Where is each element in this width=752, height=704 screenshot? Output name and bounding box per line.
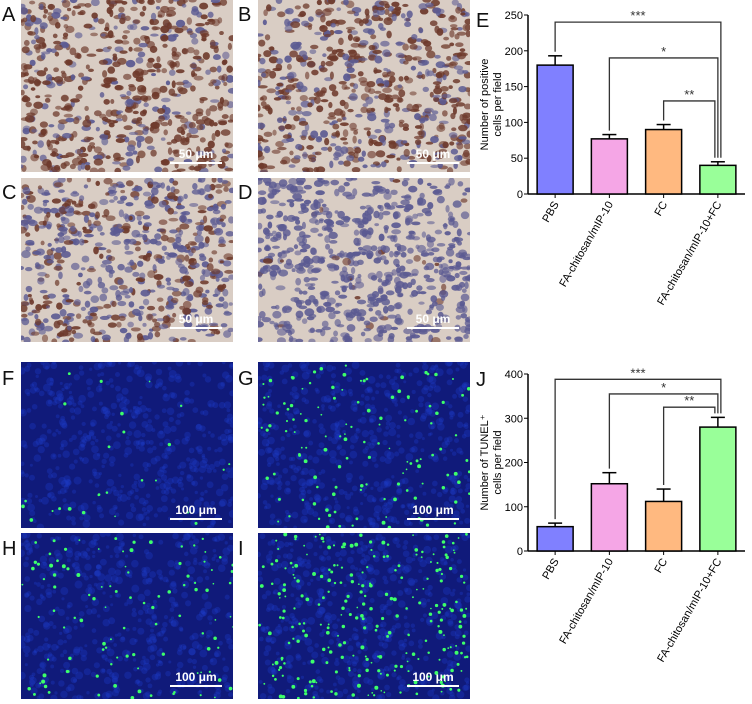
micrograph-f — [21, 362, 233, 528]
scale-label: 50 μm — [178, 147, 214, 161]
x-tick-label: FA-chitosan/mIP-10+FC — [655, 199, 724, 307]
y-tick-label: 100 — [505, 117, 523, 129]
x-tick-label: FA-chitosan/mIP-10+FC — [655, 556, 724, 664]
micrograph-a — [21, 0, 233, 172]
panel-label-c: C — [2, 182, 17, 204]
y-tick-label: 100 — [505, 502, 523, 514]
scale-label: 100 μm — [412, 670, 454, 684]
significance-label: ** — [684, 393, 694, 408]
x-tick-label: FA-chitosan/mIP-10 — [557, 200, 616, 290]
micrograph-h — [21, 533, 233, 699]
significance-label: *** — [630, 365, 645, 380]
y-tick-label: 400 — [505, 369, 523, 381]
significance-label: * — [661, 44, 666, 59]
chart-j: J 0 100 200 300 400 Number of TUNEL⁺ cells per … — [476, 365, 745, 664]
x-tick-label: FC — [652, 199, 670, 218]
micrograph-image — [258, 178, 470, 342]
y-tick-label: 0 — [517, 546, 523, 558]
scale-label: 50 μm — [415, 312, 451, 326]
y-tick-label: 150 — [505, 82, 523, 94]
significance-bracket — [662, 100, 716, 158]
y-tick-label: 50 — [511, 153, 523, 165]
bar-3 — [699, 164, 737, 195]
scale-label: 100 μm — [175, 670, 217, 684]
micrograph-image — [258, 362, 470, 528]
bar-3 — [699, 426, 737, 552]
panel-label-h: H — [2, 538, 17, 560]
panel-label-b: B — [238, 4, 252, 26]
x-tick-label: FA-chitosan/mIP-10 — [557, 557, 616, 647]
panel-label-f: F — [2, 368, 15, 390]
bar-2 — [644, 500, 683, 552]
scale-bar-i: 100 μm — [407, 670, 459, 687]
micrograph-g — [258, 362, 470, 528]
y-tick-label: 300 — [505, 413, 523, 425]
significance-bracket — [608, 393, 719, 469]
x-tick-label: FC — [652, 556, 670, 575]
micrograph-image — [21, 178, 233, 342]
scale-bar-c: 50 μm — [170, 312, 222, 329]
bar-2 — [644, 128, 683, 195]
scale-bar-f: 100 μm — [170, 503, 222, 520]
scale-label: 100 μm — [175, 503, 217, 517]
micrograph-d — [258, 178, 470, 342]
significance-label: * — [661, 380, 666, 395]
micrograph-c — [21, 178, 233, 342]
scale-bar-d: 50 μm — [407, 312, 459, 329]
panel-label-j: J — [476, 369, 486, 391]
panel-label-a: A — [2, 4, 16, 26]
scale-bar-a: 50 μm — [170, 147, 222, 164]
micrograph-image — [21, 362, 233, 528]
y-tick-label: 200 — [505, 458, 523, 470]
y-axis-label: Number of positive — [479, 59, 491, 151]
significance-bracket — [554, 378, 722, 520]
chart-e: E 0 50 100 150 200 250 Number of positive cells … — [476, 8, 745, 307]
x-tick-label: PBS — [540, 557, 561, 582]
scale-label: 50 μm — [415, 147, 451, 161]
significance-label: ** — [684, 87, 694, 102]
y-axis-label: Number of TUNEL⁺ — [479, 414, 491, 510]
significance-bracket — [662, 406, 716, 486]
x-tick-label: PBS — [540, 200, 561, 225]
micrograph-image — [258, 0, 470, 172]
significance-bracket — [608, 57, 719, 158]
scale-bar-h: 100 μm — [170, 670, 222, 687]
bar-0 — [536, 525, 574, 552]
micrograph-image — [258, 533, 470, 699]
panel-label-i: I — [238, 538, 244, 560]
micrograph-b — [258, 0, 470, 172]
scale-label: 100 μm — [412, 503, 454, 517]
micrograph-image — [21, 0, 233, 172]
y-tick-label: 250 — [505, 10, 523, 22]
scale-bar-b: 50 μm — [407, 147, 459, 164]
y-axis-label: cells per field — [492, 430, 504, 494]
bar-0 — [536, 64, 574, 195]
significance-bracket — [554, 21, 722, 158]
significance-label: *** — [630, 8, 645, 23]
panel-label-d: D — [238, 182, 253, 204]
bar-1 — [590, 138, 629, 195]
y-tick-label: 200 — [505, 46, 523, 58]
scale-label: 50 μm — [178, 312, 214, 326]
bar-1 — [590, 482, 629, 552]
scale-bar-g: 100 μm — [407, 503, 459, 520]
micrograph-image — [21, 533, 233, 699]
y-axis-label: cells per field — [492, 72, 504, 136]
panel-label-e: E — [476, 10, 489, 32]
panel-label-g: G — [238, 368, 254, 390]
y-tick-label: 0 — [517, 189, 523, 201]
micrograph-i — [258, 533, 470, 699]
